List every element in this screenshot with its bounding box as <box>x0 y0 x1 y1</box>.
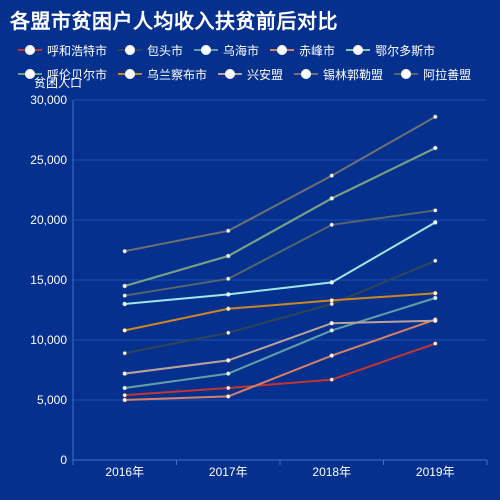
legend-row: 呼和浩特市 包头市 乌海市 赤峰市 鄂尔多斯市 <box>18 38 498 62</box>
legend-label: 呼和浩特市 <box>47 43 108 58</box>
data-point <box>433 341 438 346</box>
data-point <box>226 253 231 259</box>
legend-label: 阿拉善盟 <box>423 67 472 82</box>
y-tick-label: 15,000 <box>30 273 67 287</box>
legend-label: 乌兰察布市 <box>147 67 208 82</box>
legend-swatch-icon <box>118 44 143 56</box>
data-point <box>329 222 334 228</box>
data-point <box>433 114 438 120</box>
data-point <box>433 290 438 296</box>
series-line <box>124 319 436 375</box>
data-point <box>226 228 231 234</box>
legend-label: 兴安盟 <box>247 67 284 82</box>
series-line <box>124 221 436 305</box>
data-point <box>433 295 438 301</box>
data-point <box>122 392 127 398</box>
legend-item[interactable]: 乌海市 <box>194 42 259 59</box>
data-point <box>122 301 127 307</box>
legend-item[interactable]: 阿拉善盟 <box>394 66 471 83</box>
series-line <box>124 292 436 332</box>
series-line <box>124 342 436 397</box>
legend-swatch-icon <box>294 68 319 80</box>
legend-swatch-icon <box>118 68 143 80</box>
legend-label: 鄂尔多斯市 <box>375 43 436 58</box>
data-point <box>122 371 127 376</box>
data-point <box>226 306 231 312</box>
legend-item[interactable]: 鄂尔多斯市 <box>346 42 435 59</box>
legend-label: 赤峰市 <box>299 43 336 58</box>
series-line <box>124 318 436 401</box>
y-tick-label: 0 <box>60 453 67 467</box>
legend-item[interactable]: 呼伦贝尔市 <box>18 66 107 83</box>
data-point <box>226 330 231 336</box>
data-point <box>433 318 438 324</box>
chart-title: 各盟市贫困户人均收入扶贫前后对比 <box>10 11 338 33</box>
data-point <box>226 385 231 391</box>
data-point <box>122 328 127 333</box>
data-point <box>329 320 334 326</box>
legend-label: 包头市 <box>147 43 184 58</box>
legend-item[interactable]: 赤峰市 <box>270 42 335 59</box>
data-point <box>329 298 334 303</box>
data-point <box>329 353 334 358</box>
series-line <box>124 115 436 253</box>
series-line <box>124 209 436 297</box>
data-point <box>122 248 127 254</box>
data-point <box>329 328 334 333</box>
data-point <box>122 350 127 356</box>
legend-label: 乌海市 <box>223 43 260 58</box>
x-tick-label: 2018年 <box>312 465 351 479</box>
y-tick-label: 25,000 <box>30 153 67 167</box>
legend-swatch-icon <box>194 44 219 56</box>
legend-swatch-icon <box>270 44 295 56</box>
y-tick-label: 30,000 <box>30 93 67 107</box>
legend-label: 锡林郭勒盟 <box>323 67 384 82</box>
y-axis-label: 贫困人口 <box>34 76 83 90</box>
legend-swatch-icon <box>346 44 371 56</box>
data-point <box>433 208 438 213</box>
data-point <box>329 280 334 285</box>
data-point <box>226 292 231 297</box>
data-point <box>226 394 231 399</box>
legend-item[interactable]: 兴安盟 <box>218 66 283 83</box>
data-point <box>329 377 334 382</box>
data-point <box>226 371 231 376</box>
legend-item[interactable]: 包头市 <box>118 42 183 59</box>
series-line <box>124 259 436 355</box>
legend-swatch-icon <box>394 68 419 80</box>
y-tick-label: 5,000 <box>37 393 67 407</box>
legend-swatch-icon <box>18 44 42 56</box>
data-point <box>122 385 127 391</box>
series-line <box>124 147 436 287</box>
series-line <box>124 297 436 389</box>
x-tick-label: 2017年 <box>209 465 248 479</box>
data-point <box>433 258 438 264</box>
data-point <box>226 358 231 363</box>
legend-swatch-icon <box>18 68 42 80</box>
legend-item[interactable]: 呼和浩特市 <box>18 42 107 59</box>
data-point <box>329 196 334 201</box>
legend-swatch-icon <box>218 68 243 80</box>
x-tick-label: 2019年 <box>416 465 455 479</box>
data-point <box>122 293 127 298</box>
legend-item[interactable]: 乌兰察布市 <box>118 66 207 83</box>
legend-row: 呼伦贝尔市 乌兰察布市 兴安盟 锡林郭勒盟 阿拉善盟 <box>18 62 498 86</box>
y-tick-label: 20,000 <box>30 213 67 227</box>
x-tick-label: 2016年 <box>105 465 144 479</box>
y-tick-label: 10,000 <box>30 333 67 347</box>
data-point <box>329 173 334 178</box>
legend: 呼和浩特市 包头市 乌海市 赤峰市 鄂尔多斯市呼伦贝尔市 乌兰察布市 兴安盟 锡林郭勒盟 阿拉善… <box>18 38 498 86</box>
data-point <box>226 276 231 282</box>
legend-item[interactable]: 锡林郭勒盟 <box>294 66 383 83</box>
data-point <box>122 397 127 403</box>
data-point <box>122 283 127 289</box>
data-point <box>433 220 438 225</box>
data-point <box>433 145 438 151</box>
legend-label: 呼伦贝尔市 <box>47 67 108 82</box>
